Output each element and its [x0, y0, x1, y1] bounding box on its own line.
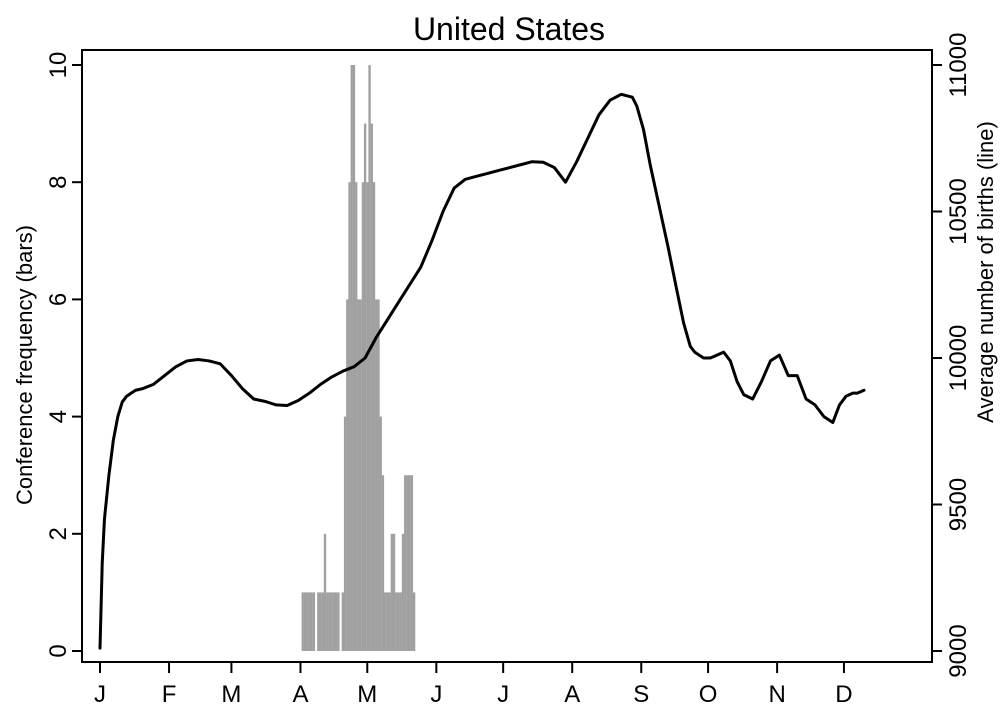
bar	[330, 592, 333, 651]
bar	[406, 475, 409, 651]
x-tick-label: N	[768, 681, 785, 708]
line-series	[98, 92, 866, 650]
bar	[323, 533, 327, 651]
x-tick-label: J	[497, 681, 509, 708]
bar	[355, 182, 358, 651]
bar-series	[301, 65, 416, 652]
left-axis-title: Conference frequency (bars)	[12, 225, 37, 505]
bar	[321, 592, 324, 651]
x-tick-label: O	[699, 681, 718, 708]
bar	[401, 533, 405, 651]
left-tick-label: 8	[45, 176, 72, 189]
bar	[395, 592, 398, 651]
x-tick-label: F	[162, 681, 177, 708]
bar	[332, 592, 336, 651]
bar	[326, 592, 329, 651]
bar	[370, 123, 373, 652]
x-tick-label: D	[835, 681, 852, 708]
bar	[410, 475, 414, 651]
x-tick-label: M	[221, 681, 241, 708]
bar	[386, 592, 389, 651]
bar	[312, 592, 316, 651]
bar	[346, 299, 349, 651]
bar	[412, 592, 416, 651]
bar	[310, 592, 313, 651]
bar	[306, 592, 309, 651]
bar	[303, 592, 307, 651]
bar	[337, 592, 340, 651]
bar	[375, 299, 378, 651]
x-tick-label: A	[564, 681, 580, 708]
bar	[392, 533, 396, 651]
bar	[383, 592, 387, 651]
bar	[328, 592, 331, 651]
x-tick-label: J	[430, 681, 442, 708]
x-tick-label: J	[94, 681, 106, 708]
bar	[399, 592, 402, 651]
bar	[352, 65, 356, 651]
chart-title: United States	[413, 11, 605, 47]
right-tick-label: 9500	[945, 478, 972, 531]
left-tick-label: 4	[45, 410, 72, 423]
right-tick-label: 10000	[945, 325, 972, 392]
bar	[343, 416, 347, 651]
bar	[350, 65, 353, 651]
x-tick-label: M	[357, 681, 377, 708]
bar	[301, 592, 304, 651]
left-tick-label: 10	[45, 52, 72, 79]
x-tick-label: S	[633, 681, 649, 708]
left-tick-label: 6	[45, 293, 72, 306]
bar	[390, 533, 394, 651]
bar	[308, 592, 311, 651]
left-tick-label: 0	[45, 644, 72, 657]
bar	[381, 475, 385, 651]
bar	[408, 475, 411, 651]
right-tick-label: 10500	[945, 178, 972, 245]
right-tick-label: 9000	[945, 624, 972, 677]
right-tick-label: 11000	[945, 33, 972, 98]
bar	[319, 592, 322, 651]
bar	[397, 592, 400, 651]
left-tick-label: 2	[45, 527, 72, 540]
bar	[341, 592, 345, 651]
x-tick-label: A	[292, 681, 308, 708]
plot-area	[81, 49, 933, 663]
bar	[372, 182, 376, 651]
left-axis: 0 2 4 6 8 10	[45, 52, 82, 658]
bar	[348, 182, 351, 651]
bar	[379, 416, 382, 651]
bar	[361, 182, 365, 651]
bar	[334, 592, 338, 651]
births-line	[98, 92, 866, 650]
bar	[404, 475, 407, 651]
bar	[377, 299, 380, 651]
bar	[357, 299, 360, 651]
bar	[368, 65, 371, 651]
bar	[366, 182, 369, 651]
bar	[363, 123, 367, 652]
bar	[388, 592, 391, 651]
bar	[317, 592, 320, 651]
right-axis-title: Average number of births (line)	[973, 121, 998, 423]
bar	[359, 299, 362, 651]
right-axis: 9000 9500 10000 10500 11000	[932, 33, 972, 678]
